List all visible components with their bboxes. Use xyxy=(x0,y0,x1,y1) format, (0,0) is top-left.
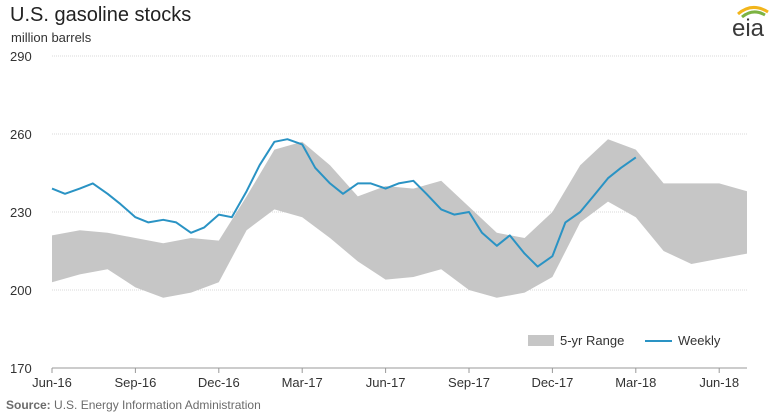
axes: 170 200 230 260 290 Jun-16 Sep-16 Dec-16 Mar-17 J… xyxy=(10,49,747,390)
series-5yr-range-band xyxy=(52,139,747,298)
legend-swatch-5yr-range xyxy=(528,335,554,346)
x-tick-label-Dec-16: Dec-16 xyxy=(198,375,240,390)
source-label: Source: xyxy=(6,398,51,412)
x-tick-label-Jun-16: Jun-16 xyxy=(32,375,72,390)
chart-subtitle: million barrels xyxy=(11,30,92,45)
x-tick-label-Mar-18: Mar-18 xyxy=(615,375,656,390)
source-text: U.S. Energy Information Administration xyxy=(50,398,261,412)
x-tick-label-Sep-16: Sep-16 xyxy=(114,375,156,390)
eia-logo: eia xyxy=(722,2,774,42)
range-band-layer xyxy=(52,139,747,298)
y-tick-label-200: 200 xyxy=(10,283,32,298)
logo-arc-green xyxy=(741,10,766,19)
source-note: Source: U.S. Energy Information Administ… xyxy=(6,398,261,412)
x-tick-label-Dec-17: Dec-17 xyxy=(531,375,573,390)
chart-area: 170 200 230 260 290 Jun-16 Sep-16 Dec-16 Mar-17 J… xyxy=(10,49,747,390)
y-tick-label-230: 230 xyxy=(10,205,32,220)
legend-label-5yr-range: 5-yr Range xyxy=(560,333,624,348)
x-tick-label-Mar-17: Mar-17 xyxy=(282,375,323,390)
y-tick-label-260: 260 xyxy=(10,127,32,142)
legend: 5-yr Range Weekly xyxy=(528,333,721,348)
legend-label-weekly: Weekly xyxy=(678,333,721,348)
logo-text: eia xyxy=(732,15,765,42)
y-tick-label-290: 290 xyxy=(10,49,32,64)
x-tick-label-Jun-18: Jun-18 xyxy=(699,375,739,390)
weekly-line-layer xyxy=(51,138,637,268)
y-tick-label-170: 170 xyxy=(10,361,32,376)
series-weekly-line xyxy=(51,138,637,268)
x-tick-label-Jun-17: Jun-17 xyxy=(366,375,406,390)
logo-arc-yellow xyxy=(737,6,769,16)
x-tick-label-Sep-17: Sep-17 xyxy=(448,375,490,390)
chart-title: U.S. gasoline stocks xyxy=(10,4,192,26)
